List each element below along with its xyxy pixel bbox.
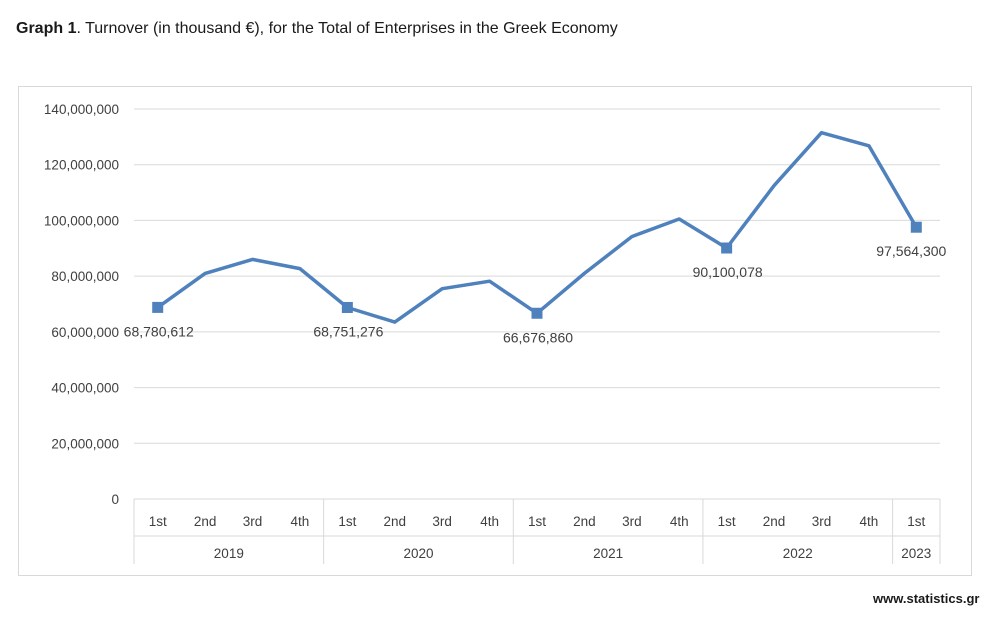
- x-group-label: 2020: [403, 546, 433, 561]
- x-tick-label: 1st: [907, 514, 925, 529]
- data-label: 97,564,300: [876, 243, 946, 259]
- x-tick-label: 2nd: [763, 514, 786, 529]
- chart-title-rest: . Turnover (in thousand €), for the Tota…: [76, 20, 618, 37]
- x-tick-label: 1st: [149, 514, 167, 529]
- data-point-marker: [152, 301, 164, 313]
- x-tick-label: 2nd: [194, 514, 217, 529]
- y-tick-label: 100,000,000: [44, 213, 119, 228]
- y-tick-label: 140,000,000: [44, 102, 119, 117]
- x-tick-label: 2nd: [573, 514, 596, 529]
- x-tick-label: 4th: [859, 514, 878, 529]
- x-tick-label: 4th: [670, 514, 689, 529]
- data-label: 68,780,612: [124, 323, 194, 339]
- x-tick-label: 2nd: [383, 514, 406, 529]
- x-tick-label: 1st: [338, 514, 356, 529]
- data-point-marker: [910, 221, 922, 233]
- x-tick-label: 3rd: [432, 514, 452, 529]
- y-tick-label: 20,000,000: [51, 436, 119, 451]
- y-tick-label: 60,000,000: [51, 325, 119, 340]
- x-tick-label: 4th: [480, 514, 499, 529]
- x-tick-label: 1st: [718, 514, 736, 529]
- data-point-marker: [341, 301, 353, 313]
- data-label: 90,100,078: [693, 264, 763, 280]
- y-tick-label: 0: [111, 492, 119, 507]
- x-tick-label: 3rd: [812, 514, 832, 529]
- data-point-marker: [531, 307, 543, 319]
- x-group-label: 2021: [593, 546, 623, 561]
- x-group-label: 2019: [214, 546, 244, 561]
- source-url: www.statistics.gr: [873, 591, 980, 606]
- x-group-label: 2023: [901, 546, 931, 561]
- x-tick-label: 1st: [528, 514, 546, 529]
- data-label: 68,751,276: [313, 323, 383, 339]
- y-tick-label: 80,000,000: [51, 269, 119, 284]
- chart-frame: [18, 86, 972, 576]
- data-label: 66,676,860: [503, 329, 573, 345]
- x-group-label: 2022: [783, 546, 813, 561]
- series-line: [155, 130, 919, 324]
- chart-title-bold: Graph 1: [16, 20, 77, 37]
- x-tick-label: 3rd: [622, 514, 642, 529]
- x-tick-label: 4th: [291, 514, 310, 529]
- x-tick-label: 3rd: [243, 514, 263, 529]
- data-point-marker: [721, 242, 733, 254]
- y-tick-label: 120,000,000: [44, 158, 119, 173]
- chart-title: Graph 1. Turnover (in thousand €), for t…: [16, 20, 618, 38]
- y-tick-label: 40,000,000: [51, 381, 119, 396]
